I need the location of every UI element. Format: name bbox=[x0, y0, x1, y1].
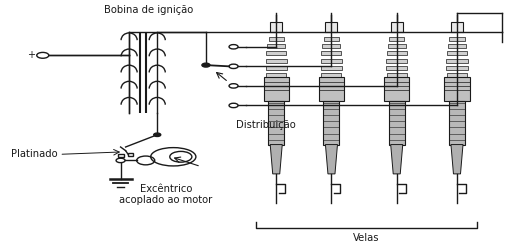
Bar bbox=[270, 22, 282, 32]
Bar bbox=[447, 52, 467, 55]
Bar bbox=[449, 100, 465, 144]
Bar bbox=[266, 66, 287, 70]
Bar bbox=[321, 52, 342, 55]
Bar bbox=[388, 100, 405, 144]
Bar bbox=[384, 77, 409, 100]
Bar bbox=[321, 66, 342, 70]
Bar bbox=[323, 100, 340, 144]
Bar bbox=[319, 77, 344, 100]
Polygon shape bbox=[391, 144, 403, 174]
Bar bbox=[447, 74, 467, 77]
Bar bbox=[264, 77, 289, 100]
Polygon shape bbox=[451, 144, 463, 174]
Text: +: + bbox=[27, 50, 35, 60]
Text: Excêntrico
acoplado ao motor: Excêntrico acoplado ao motor bbox=[119, 184, 212, 206]
Circle shape bbox=[154, 133, 161, 136]
Bar bbox=[448, 44, 466, 48]
Polygon shape bbox=[270, 144, 282, 174]
Bar bbox=[451, 22, 463, 32]
Bar bbox=[268, 100, 284, 144]
Text: Distribuição: Distribuição bbox=[236, 120, 296, 130]
Polygon shape bbox=[326, 144, 337, 174]
Circle shape bbox=[202, 63, 210, 67]
Text: Velas: Velas bbox=[354, 232, 380, 242]
Bar bbox=[388, 44, 406, 48]
Bar bbox=[387, 74, 407, 77]
Bar bbox=[118, 154, 124, 157]
Bar bbox=[445, 77, 470, 100]
Bar bbox=[447, 66, 467, 70]
Bar bbox=[389, 37, 404, 41]
Bar bbox=[326, 22, 337, 32]
Bar bbox=[386, 66, 407, 70]
Bar bbox=[391, 22, 403, 32]
Text: Platinado: Platinado bbox=[11, 149, 58, 159]
Bar bbox=[447, 59, 467, 63]
Bar bbox=[387, 52, 407, 55]
Text: Bobina de ignição: Bobina de ignição bbox=[103, 5, 193, 15]
Bar bbox=[322, 44, 341, 48]
Bar bbox=[449, 37, 464, 41]
Bar bbox=[321, 59, 342, 63]
Bar bbox=[324, 37, 339, 41]
Bar bbox=[269, 37, 284, 41]
Bar bbox=[266, 59, 287, 63]
Bar bbox=[321, 74, 342, 77]
Bar bbox=[266, 74, 287, 77]
Bar bbox=[266, 52, 287, 55]
Bar bbox=[267, 44, 285, 48]
Bar bbox=[128, 153, 133, 156]
Bar bbox=[386, 59, 407, 63]
